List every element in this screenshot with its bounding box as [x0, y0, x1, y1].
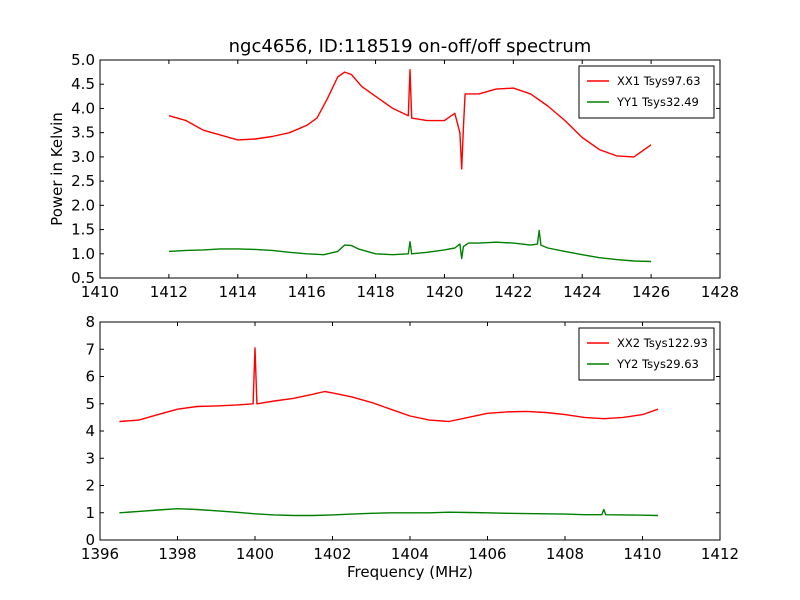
x-tick-label: 1420: [425, 283, 463, 301]
chart-panel-1: 1410 1412 1414 1416 1418 1420 1422 1424 1426 1428…: [48, 51, 739, 301]
x-tick-label: 1398: [158, 545, 196, 563]
chart-panel-2: 1396 1398 1400 1402 1404 1406 1408 1410 1412 0 1 2 3…: [81, 313, 739, 581]
x-tick-label: 1408: [546, 545, 584, 563]
x-tick-label: 1396: [81, 545, 119, 563]
y-tick-label: 2.0: [71, 196, 95, 214]
y-tick-label: 1: [85, 504, 95, 522]
legend-box: [578, 327, 715, 381]
legend-box: [578, 65, 715, 119]
y-tick-label: 5.0: [71, 51, 95, 69]
y-tick-label: 7: [85, 340, 95, 358]
x-tick-label: 1400: [236, 545, 274, 563]
y-tick-label: 2: [85, 477, 95, 495]
legend-label: XX2 Tsys122.93: [617, 336, 708, 350]
x-tick-label: 1402: [313, 545, 351, 563]
y-tick-label: 5: [85, 395, 95, 413]
legend-label: YY1 Tsys32.49: [616, 95, 699, 109]
x-tick-label: 1422: [494, 283, 532, 301]
x-tick-label: 1412: [150, 283, 188, 301]
y-tick-label: 4.0: [71, 99, 95, 117]
y-tick-label: 0: [85, 531, 95, 549]
series-line-2-2: [119, 508, 659, 517]
y-tick-label: 8: [85, 313, 95, 331]
y-tick-label: 2.5: [71, 172, 95, 190]
legend-label: YY2 Tsys29.63: [616, 357, 699, 371]
y-tick-label: 3.0: [71, 148, 95, 166]
y-tick-label: 4.5: [71, 75, 95, 93]
x-tick-label: 1410: [623, 545, 661, 563]
chart-title: ngc4656, ID:118519 on-off/off spectrum: [229, 36, 592, 57]
x-tick-label: 1424: [563, 283, 601, 301]
series-line-1-2: [168, 229, 652, 263]
y-tick-label: 1.5: [71, 221, 95, 239]
y-tick-label: 6: [85, 368, 95, 386]
legend-2: XX2 Tsys122.93 YY2 Tsys29.63: [578, 327, 715, 381]
x-tick-label: 1406: [468, 545, 506, 563]
x-tick-label: 1410: [81, 283, 119, 301]
y-tick-label: 0.5: [71, 269, 95, 287]
series-line-2-1: [119, 347, 659, 423]
x-tick-label: 1404: [391, 545, 429, 563]
legend-1: XX1 Tsys97.63 YY1 Tsys32.49: [578, 65, 715, 119]
x-axis-label: Frequency (MHz): [347, 563, 473, 581]
x-tick-label: 1416: [288, 283, 326, 301]
y-tick-label: 3.5: [71, 124, 95, 142]
series-line-1-1: [168, 68, 652, 170]
y-axis-label: Power in Kelvin: [48, 112, 66, 226]
axes-frame-1: [99, 59, 721, 279]
x-tick-label: 1414: [219, 283, 257, 301]
x-tick-label: 1426: [632, 283, 670, 301]
y-tick-label: 4: [85, 422, 95, 440]
x-tick-label: 1412: [701, 545, 739, 563]
x-tick-label: 1428: [701, 283, 739, 301]
legend-label: XX1 Tsys97.63: [617, 74, 701, 88]
y-tick-label: 3: [85, 449, 95, 467]
x-tick-label: 1418: [356, 283, 394, 301]
y-tick-label: 1.0: [71, 245, 95, 263]
